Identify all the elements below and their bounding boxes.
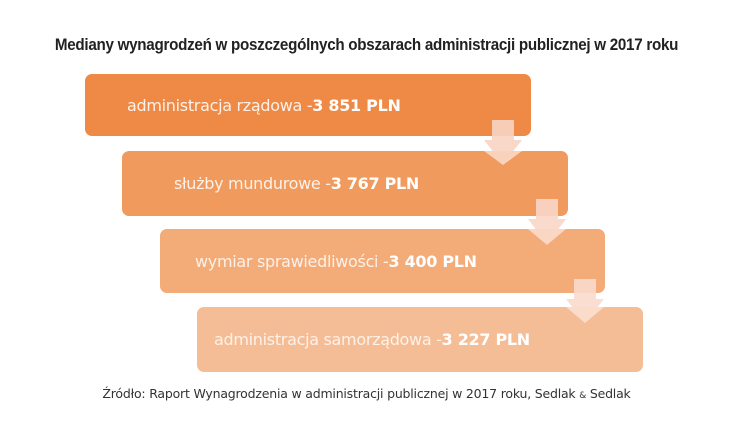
step-box-administracja-rzadowa: administracja rządowa - 3 851 PLN <box>85 74 531 136</box>
step-value: 3 227 PLN <box>441 330 531 349</box>
step-value: 3 851 PLN <box>312 95 401 115</box>
step-label: administracja samorządowa - <box>214 330 442 349</box>
diagram-title: Mediany wynagrodzeń w poszczególnych obs… <box>54 36 679 54</box>
step-value: 3 767 PLN <box>330 174 420 193</box>
source-suffix: Sedlak <box>586 386 631 401</box>
step-label: wymiar sprawiedliwości - <box>195 251 389 271</box>
source-prefix: Źródło: Raport Wynagrodzenia w administr… <box>102 386 580 401</box>
step-value: 3 400 PLN <box>388 251 477 271</box>
step-label: administracja rządowa - <box>127 95 313 115</box>
source-note: Źródło: Raport Wynagrodzenia w administr… <box>0 386 733 401</box>
source-ampersand: & <box>579 391 587 401</box>
step-label: służby mundurowe - <box>174 174 331 193</box>
